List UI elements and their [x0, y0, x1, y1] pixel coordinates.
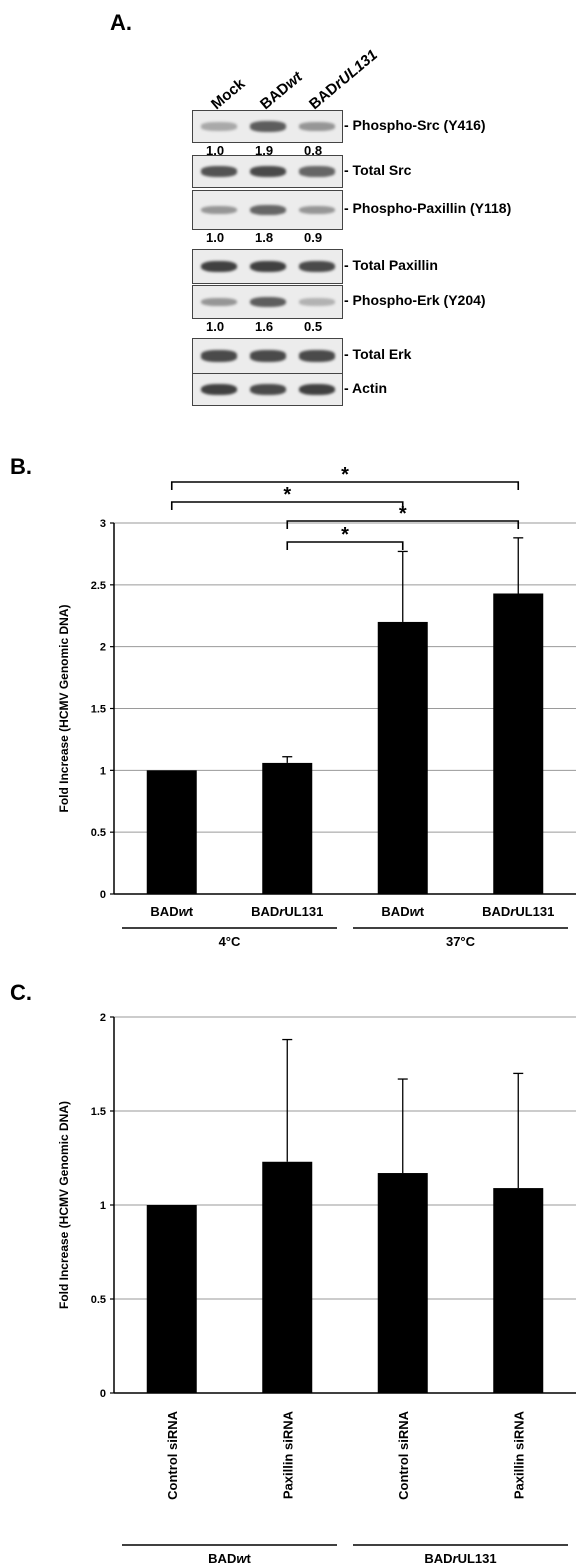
blot-label: - Total Erk — [344, 346, 412, 362]
y-tick-label: 0 — [100, 889, 106, 901]
blot-band — [299, 298, 335, 306]
quantification-value: 1.8 — [255, 230, 274, 245]
significance-bracket — [286, 541, 404, 550]
blot-band — [250, 260, 286, 273]
blot-band — [299, 166, 335, 177]
blot-band — [299, 122, 335, 131]
blot-band — [250, 383, 286, 396]
blot-band — [250, 350, 286, 362]
blot-band — [299, 205, 335, 215]
blot-band — [201, 383, 237, 396]
y-tick-label: 2 — [100, 1012, 106, 1024]
lane-label: BADwt — [257, 68, 306, 114]
blot-band — [299, 383, 335, 396]
blot-label: - Phospho-Src (Y416) — [344, 116, 486, 133]
blot-band — [201, 166, 237, 177]
blot-strip — [192, 110, 343, 143]
blot-band — [201, 297, 237, 307]
significance-star: * — [399, 503, 407, 525]
quantification-value: 1.0 — [206, 319, 225, 334]
quantification-value: 1.9 — [255, 143, 274, 158]
y-axis-label: Fold Increase (HCMV Genomic DNA) — [57, 604, 71, 812]
blot-label: - Actin — [344, 379, 388, 396]
blot-strip — [192, 338, 343, 374]
significance-star: * — [341, 464, 349, 486]
quantification-value: 0.5 — [304, 319, 323, 334]
y-tick-label: 1.5 — [91, 1106, 106, 1118]
bar — [377, 621, 428, 894]
bar — [262, 1161, 313, 1393]
y-tick-label: 1.5 — [91, 704, 106, 716]
blot-band — [250, 165, 286, 178]
y-tick-label: 2.5 — [91, 580, 106, 592]
y-tick-label: 0.5 — [91, 827, 106, 839]
bar — [146, 770, 197, 894]
quantification-value: 0.9 — [304, 230, 323, 245]
blot-band — [201, 122, 237, 131]
x-category-label: BADwt — [381, 904, 424, 919]
blot-strip — [192, 155, 343, 188]
y-tick-label: 2 — [100, 642, 106, 654]
x-category-label: Control siRNA — [396, 1410, 411, 1499]
group-label: BADrUL131 — [424, 1551, 496, 1566]
blot-label: - Total Paxillin — [344, 256, 438, 273]
significance-bracket — [286, 520, 520, 529]
blot-band — [299, 260, 335, 273]
blot-strip — [192, 249, 343, 284]
blot-label: - Total Src — [344, 161, 412, 178]
panel-c-letter: C. — [10, 980, 32, 1005]
blot-band — [201, 260, 237, 273]
quantification-value: 1.0 — [206, 230, 225, 245]
bar — [493, 1188, 544, 1393]
bar — [146, 1205, 197, 1393]
blot-band — [250, 204, 286, 216]
quantification-value: 0.8 — [304, 143, 323, 158]
blot-band — [201, 205, 237, 215]
lane-label: Mock — [208, 75, 249, 114]
y-tick-label: 1 — [100, 765, 106, 777]
blot-strip — [192, 373, 343, 406]
significance-bracket — [170, 501, 404, 510]
y-tick-label: 3 — [100, 518, 106, 530]
quantification-value: 1.0 — [206, 143, 225, 158]
significance-star: * — [341, 524, 349, 546]
quantification-value: 1.6 — [255, 319, 274, 334]
blot-label: - Phospho-Erk (Y204) — [344, 292, 486, 308]
y-tick-label: 0.5 — [91, 1294, 106, 1306]
significance-star: * — [283, 484, 291, 506]
blot-band — [250, 296, 286, 308]
x-category-label: Control siRNA — [165, 1410, 180, 1499]
y-axis-label: Fold Increase (HCMV Genomic DNA) — [57, 1101, 71, 1309]
x-category-label: Paxillin siRNA — [511, 1410, 526, 1499]
blot-strip — [192, 190, 343, 230]
panel-b-letter: B. — [10, 454, 32, 479]
blot-label: - Phospho-Paxillin (Y118) — [344, 200, 512, 216]
chart-b: 0 0.5 1 1.5 2 2.5 3 Fold Increase (HCMV Genomic… — [57, 464, 576, 949]
bar — [262, 762, 313, 894]
lane-label: BADrUL131 — [306, 46, 381, 114]
significance-bracket — [170, 481, 520, 490]
x-category-label: BADwt — [150, 904, 193, 919]
panel-a-letter: A. — [110, 10, 132, 35]
x-category-label: Paxillin siRNA — [280, 1410, 295, 1499]
group-label: BADwt — [208, 1551, 251, 1566]
y-tick-label: 0 — [100, 1388, 106, 1400]
blot-band — [299, 350, 335, 362]
chart-c: 0 0.5 1 1.5 2 Fold Increase (HCMV Genomic DNA… — [57, 1012, 576, 1566]
group-label: 4°C — [219, 934, 241, 949]
x-category-label: BADrUL131 — [482, 904, 554, 919]
group-label: 37°C — [446, 934, 476, 949]
blot-strip — [192, 285, 343, 319]
bar — [493, 593, 544, 894]
y-tick-label: 1 — [100, 1200, 106, 1212]
blot-band — [201, 350, 237, 362]
x-category-label: BADrUL131 — [251, 904, 323, 919]
bar — [377, 1173, 428, 1393]
blot-band — [250, 121, 286, 132]
